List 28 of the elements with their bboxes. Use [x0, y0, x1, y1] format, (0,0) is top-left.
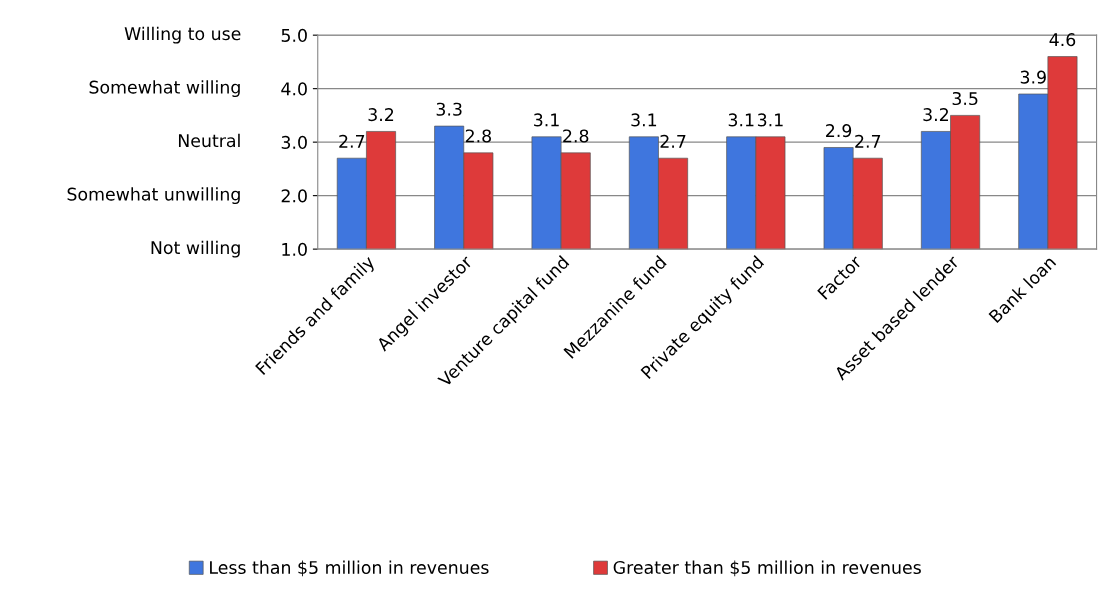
data-label: 4.6: [1049, 33, 1076, 47]
y-tick-label: 5.0: [281, 28, 307, 43]
text: Not willing: [151, 240, 240, 258]
y-tick-label: 2.0: [281, 189, 307, 203]
legend-label: Less than $5 million in revenues: [210, 560, 489, 577]
data-label: 3.1: [631, 113, 657, 127]
data-label: 3.1: [534, 113, 559, 127]
text: Somewhat unwilling: [67, 187, 240, 205]
data-label: 2.7: [339, 134, 365, 148]
data-label: 2.7: [660, 134, 686, 148]
data-label: 3.1: [728, 113, 754, 127]
y-tick-label: 4.0: [281, 82, 307, 96]
data-label: 3.1: [757, 113, 783, 127]
y-tick-label: 3.0: [281, 135, 307, 149]
text: Neutral: [178, 133, 240, 148]
legend-label: Greater than $5 million in revenues: [613, 560, 921, 577]
data-label: 2.8: [563, 129, 589, 143]
data-label: 3.2: [368, 108, 394, 122]
data-label: 2.8: [465, 129, 491, 143]
data-label: 2.9: [826, 124, 852, 138]
data-label: 2.7: [855, 134, 881, 148]
data-label: 3.5: [952, 91, 978, 106]
text: Willing to use: [124, 26, 241, 44]
data-label: 3.9: [1020, 70, 1046, 84]
text: Somewhat willing: [89, 80, 240, 98]
y-tick-label: 1.0: [282, 242, 307, 256]
data-label: 3.2: [923, 108, 948, 122]
data-label: 3.3: [436, 102, 462, 116]
